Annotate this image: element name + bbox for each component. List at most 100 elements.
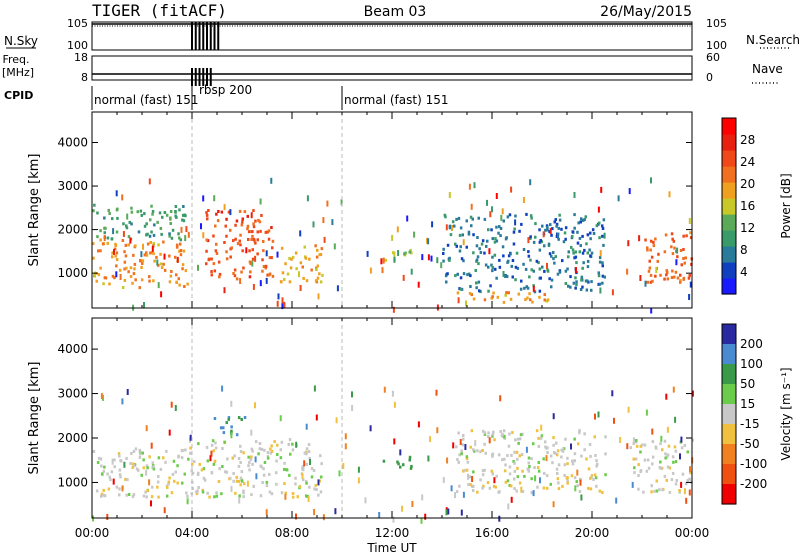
power-cell — [674, 270, 678, 274]
velocity-cell — [512, 460, 515, 463]
power-scatter-cell — [638, 235, 641, 242]
velocity-scatter-cell — [446, 457, 449, 464]
power-cell — [576, 241, 580, 245]
power-cell — [294, 251, 298, 255]
power-scatter-cell — [510, 186, 513, 193]
power-cell — [590, 251, 594, 255]
power-ylabel: Slant Range [km] — [27, 154, 42, 267]
velocity-cell — [518, 481, 522, 485]
power-cell — [174, 255, 177, 259]
velocity-cell — [138, 455, 142, 459]
power-cell — [652, 240, 655, 244]
power-cell — [205, 262, 208, 266]
power-cell — [530, 216, 533, 220]
power-cell — [597, 271, 600, 275]
power-cell — [114, 244, 118, 247]
power-cell — [469, 215, 473, 219]
velocity-cell — [476, 490, 479, 494]
power-cell — [258, 220, 262, 224]
velocity-cell — [527, 467, 530, 471]
power-cell — [586, 233, 590, 237]
power-cell — [178, 283, 181, 287]
power-cell — [270, 226, 273, 229]
velocity-cell — [313, 487, 316, 491]
velocity-cell — [213, 417, 217, 420]
velocity-cell — [166, 485, 169, 489]
velocity-cell — [578, 429, 581, 433]
power-cell — [572, 251, 575, 255]
power-cell — [101, 242, 105, 246]
power-cell — [224, 224, 227, 228]
power-cell — [529, 298, 532, 302]
velocity-cell — [151, 485, 154, 489]
power-cell — [663, 277, 666, 281]
velocity-cell — [210, 471, 213, 475]
velocity-cell — [458, 484, 461, 488]
power-cell — [575, 261, 578, 265]
power-cell — [601, 264, 604, 268]
velocity-scatter-cell — [685, 497, 688, 504]
power-cell — [499, 227, 503, 230]
power-cell — [181, 267, 184, 271]
power-cell — [123, 267, 126, 271]
velocity-scatter-cell — [317, 479, 320, 486]
power-cell — [225, 217, 228, 221]
power-cell — [318, 253, 321, 257]
power-cell — [170, 270, 173, 273]
power-cell — [207, 209, 210, 212]
velocity-cell — [686, 479, 689, 482]
power-cell — [574, 255, 578, 259]
power-scatter-cell — [163, 253, 166, 260]
power-cell — [586, 259, 590, 263]
power-cell — [583, 248, 586, 252]
power-colorbar-tick-1: 8 — [740, 243, 748, 257]
velocity-cell — [291, 448, 295, 452]
velocity-scatter-cell — [462, 491, 465, 498]
power-cell — [491, 295, 494, 299]
power-cell — [214, 249, 218, 253]
velocity-cell — [540, 434, 544, 438]
power-cell — [504, 237, 508, 241]
power-scatter-cell — [529, 179, 532, 186]
power-cell — [295, 267, 298, 271]
power-cell — [555, 235, 559, 238]
power-cell — [246, 227, 249, 231]
power-cell — [504, 275, 507, 278]
velocity-cell — [291, 495, 295, 499]
noise-right-tick-top: 105 — [706, 17, 727, 30]
velocity-cell — [308, 485, 311, 489]
power-cell — [181, 218, 184, 222]
power-scatter-cell — [473, 182, 476, 189]
velocity-cell — [276, 443, 279, 447]
velocity-scatter-cell — [570, 443, 572, 450]
power-cell — [153, 259, 156, 263]
power-cell — [225, 234, 228, 238]
velocity-cell — [164, 460, 167, 464]
power-cell — [459, 287, 463, 291]
power-cell — [451, 220, 455, 224]
velocity-cell — [265, 480, 269, 484]
velocity-cell — [658, 466, 662, 469]
velocity-cell — [239, 450, 243, 453]
power-cell — [602, 243, 605, 247]
velocity-cell — [202, 476, 206, 480]
velocity-scatter-cell — [295, 441, 298, 448]
power-cell — [690, 262, 693, 266]
velocity-cell — [227, 416, 231, 420]
power-cell — [215, 242, 218, 246]
velocity-scatter-cell — [493, 477, 496, 484]
power-scatter-cell — [180, 226, 183, 233]
velocity-cell — [530, 477, 533, 481]
power-colorbar-swatch-7 — [722, 166, 736, 183]
power-cell — [546, 298, 550, 302]
power-cell — [458, 287, 461, 291]
power-scatter-cell — [121, 194, 124, 201]
power-cell — [454, 274, 457, 278]
velocity-cell — [145, 495, 148, 499]
power-cell — [467, 232, 471, 236]
power-cell — [579, 288, 583, 291]
velocity-cell — [118, 473, 122, 477]
velocity-cell — [268, 490, 272, 494]
power-cell — [654, 237, 657, 241]
power-cell — [248, 249, 251, 253]
